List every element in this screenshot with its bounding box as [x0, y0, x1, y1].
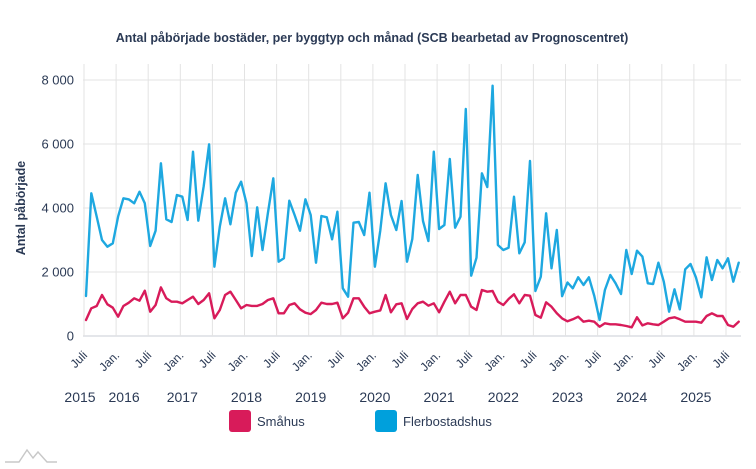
x-tick-label: Juli	[581, 348, 604, 371]
y-tick-label: 6 000	[41, 137, 74, 152]
x-tick-label: Juli	[388, 348, 411, 371]
x-tick-label: Jan.	[160, 348, 186, 374]
x-tick-label: Juli	[645, 348, 668, 371]
series-lines	[86, 86, 739, 328]
x-year-label: 2015	[64, 389, 95, 405]
legend-item-smahus[interactable]: Småhus	[229, 410, 305, 432]
x-tick-label: Jan.	[96, 348, 122, 374]
legend-swatch-flerbostadshus	[375, 410, 397, 432]
x-tick-label: Jan.	[674, 348, 700, 374]
x-tick-label: Juli	[132, 348, 155, 371]
x-year-label: 2017	[167, 389, 198, 405]
x-tick-label: Juli	[324, 348, 347, 371]
x-axis-years: 2015 2016 2017 2018 2019 2020 2021 2022 2023 2024…	[64, 389, 711, 405]
x-year-label: 2025	[680, 389, 711, 405]
legend-item-flerbostadshus[interactable]: Flerbostadshus	[375, 410, 492, 432]
y-tick-label: 4 000	[41, 201, 74, 216]
series-line-flerbostadshus	[86, 86, 739, 320]
y-tick-label: 2 000	[41, 265, 74, 280]
x-tick-label: Jan.	[353, 348, 379, 374]
x-tick-label: Juli	[67, 348, 90, 371]
y-axis-ticks: 0 2 000 4 000 6 000 8 000	[41, 73, 74, 344]
y-axis-label: Antal påbörjade	[14, 161, 28, 256]
gridlines	[83, 64, 741, 336]
x-year-label: 2021	[424, 389, 455, 405]
legend-label-smahus: Småhus	[257, 414, 305, 429]
x-year-label: 2023	[552, 389, 583, 405]
x-tick-label: Juli	[260, 348, 283, 371]
x-tick-label: Jan.	[225, 348, 251, 374]
x-year-label: 2024	[616, 389, 647, 405]
x-tick-label: Jan.	[610, 348, 636, 374]
x-tick-label: Jan.	[546, 348, 572, 374]
x-tick-label: Juli	[709, 348, 732, 371]
legend-swatch-smahus	[229, 410, 251, 432]
x-year-label: 2016	[109, 389, 140, 405]
series-line-smahus	[86, 287, 739, 327]
y-tick-label: 0	[67, 329, 74, 344]
x-year-label: 2022	[488, 389, 519, 405]
x-tick-label: Juli	[453, 348, 476, 371]
x-tick-label: Juli	[196, 348, 219, 371]
legend-label-flerbostadshus: Flerbostadshus	[403, 414, 492, 429]
x-tick-label: Jan.	[289, 348, 315, 374]
x-tick-label: Jan.	[481, 348, 507, 374]
x-year-label: 2018	[231, 389, 262, 405]
x-year-label: 2020	[359, 389, 390, 405]
x-tick-label: Jan.	[417, 348, 443, 374]
y-tick-label: 8 000	[41, 73, 74, 88]
x-year-label: 2019	[295, 389, 326, 405]
mountain-logo-icon	[5, 446, 57, 469]
chart-title: Antal påbörjade bostäder, per byggtyp oc…	[116, 31, 629, 45]
x-tick-label: Juli	[517, 348, 540, 371]
